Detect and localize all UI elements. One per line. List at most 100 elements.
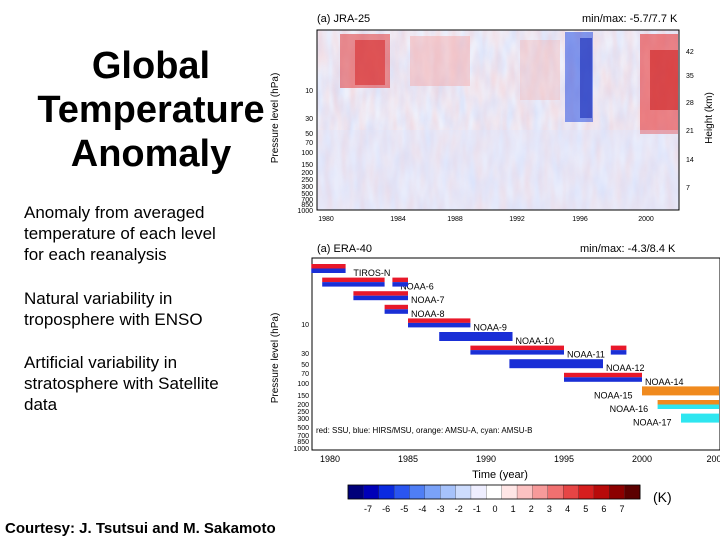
y-tick: 50 <box>301 362 309 369</box>
top-right-ticks: 42 35 28 21 14 7 <box>686 49 694 192</box>
y-tick: 500 <box>297 425 309 432</box>
colorbar-cell <box>501 484 518 500</box>
x-tick: 1988 <box>447 216 463 223</box>
colorbar-tick: 0 <box>492 504 497 514</box>
top-right-axis-label: Height (km) <box>704 92 715 144</box>
satellite-bar-ssu <box>610 345 627 351</box>
colorbar-cell <box>624 484 641 500</box>
colorbar: -7 -6 -5 -4 -3 -2 -1 0 1 2 3 4 5 6 7 (K) <box>347 484 672 514</box>
x-tick: 200 <box>706 454 720 464</box>
bullet-line: Artificial variability in <box>24 353 178 372</box>
bullet-line: Natural variability in <box>24 289 173 308</box>
colorbar-tick: -2 <box>455 504 463 514</box>
courtesy-credit: Courtesy: J. Tsutsui and M. Sakamoto <box>5 520 276 537</box>
satellite-bar-hirs <box>408 322 471 328</box>
colorbar-tick: 7 <box>619 504 624 514</box>
satellite-label: NOAA-15 <box>594 390 633 400</box>
y-tick: 1000 <box>293 446 309 453</box>
satellite-bar-ssu <box>353 291 408 296</box>
colorbar-cell <box>563 484 579 500</box>
y-tick: 300 <box>297 416 309 423</box>
satellite-bar-amsua <box>642 386 719 396</box>
colorbar-tick: 3 <box>547 504 552 514</box>
bullet-line: temperature of each level <box>24 224 216 243</box>
satellite-bar-hirs <box>470 350 564 355</box>
satellite-label: NOAA-17 <box>633 418 672 428</box>
x-tick: 2000 <box>638 216 654 223</box>
y-tick: 100 <box>297 381 309 388</box>
colorbar-ticks: -7 -6 -5 -4 -3 -2 -1 0 1 2 3 4 5 6 7 <box>364 504 625 514</box>
colorbar-cell <box>578 484 595 500</box>
satellite-label: TIROS-N <box>353 268 390 278</box>
slide-title: Global Temperature Anomaly <box>10 44 292 176</box>
x-tick: 2000 <box>632 454 652 464</box>
satellite-bar-ssu <box>564 372 642 378</box>
title-line-1: Global <box>91 45 211 87</box>
satellite-bar-hirs <box>509 359 603 369</box>
x-tick: 1990 <box>476 454 496 464</box>
satellite-label: NOAA-12 <box>606 363 645 373</box>
satellite-bar-hirs <box>322 282 385 287</box>
y-tick: 70 <box>305 140 313 147</box>
top-y-axis-label: Pressure level (hPa) <box>270 73 281 164</box>
satellite-bar-ssu <box>384 304 408 310</box>
y-tick: 100 <box>301 150 313 157</box>
colorbar-cell <box>547 484 564 500</box>
satellite-bar-hirs <box>353 295 408 301</box>
colorbar-cell <box>378 484 395 500</box>
colorbar-tick: 6 <box>601 504 606 514</box>
satellite-label: NOAA-8 <box>411 309 445 319</box>
height-tick: 42 <box>686 49 694 56</box>
y-tick: 250 <box>301 177 313 184</box>
colorbar-cell <box>609 484 626 500</box>
x-tick: 1995 <box>554 454 574 464</box>
bottom-y-axis-label: Pressure level (hPa) <box>270 313 281 404</box>
y-tick: 850 <box>297 439 309 446</box>
top-heatmap <box>316 29 680 211</box>
colorbar-cell <box>363 484 380 500</box>
satellite-bar-ssu <box>322 277 385 283</box>
satellite-bar-ssu <box>392 277 408 283</box>
bottom-panel-minmax: min/max: -4.3/8.4 K <box>580 243 676 255</box>
bullet-line: troposphere with ENSO <box>24 310 203 329</box>
satellite-label: NOAA-9 <box>473 322 507 332</box>
y-tick: 300 <box>301 184 313 191</box>
colorbar-tick: 5 <box>583 504 588 514</box>
title-line-2: Temperature <box>37 89 265 131</box>
colorbar-frame <box>347 484 641 500</box>
colorbar-cell <box>455 484 472 500</box>
satellite-label: NOAA-10 <box>516 336 555 346</box>
y-tick: 70 <box>301 371 309 378</box>
colorbar-cell <box>440 484 457 500</box>
colorbar-cell <box>486 484 503 500</box>
satellite-label: NOAA-11 <box>567 350 605 360</box>
y-tick: 500 <box>301 191 313 198</box>
colorbar-tick: -3 <box>437 504 445 514</box>
x-tick: 1992 <box>509 216 525 223</box>
x-tick: 1980 <box>318 216 334 223</box>
bottom-panel: (a) ERA-40 min/max: -4.3/8.4 K Pressure … <box>270 243 720 481</box>
colorbar-tick: -6 <box>382 504 390 514</box>
height-tick: 35 <box>686 73 694 80</box>
bottom-x-ticks: 1980 1985 1990 1995 2000 200 <box>320 454 720 464</box>
y-tick: 850 <box>301 202 313 209</box>
satellite-bars: TIROS-N NOAA-6 NOAA-7 NOAA-8 NOAA-9 NOAA-10 NO… <box>311 264 719 428</box>
colorbar-cells <box>347 484 641 500</box>
bullet-anomaly: Anomaly from averaged temperature of eac… <box>24 202 274 265</box>
colorbar-cell <box>409 484 426 500</box>
satellite-label: NOAA-7 <box>411 295 445 305</box>
height-tick: 28 <box>686 100 694 107</box>
bullet-natural: Natural variability in troposphere with … <box>24 288 274 330</box>
satellite-label: NOAA-14 <box>645 377 684 387</box>
bullet-line: stratosphere with Satellite <box>24 374 219 393</box>
colorbar-cell <box>593 484 610 500</box>
colorbar-tick: -7 <box>364 504 372 514</box>
y-tick: 250 <box>297 409 309 416</box>
satellite-label: NOAA-6 <box>400 282 434 292</box>
satellite-bar-hirs <box>439 332 513 341</box>
satellite-bar-ssu <box>311 264 346 269</box>
x-tick: 1984 <box>390 216 406 223</box>
y-tick: 200 <box>301 170 313 177</box>
colorbar-cell <box>532 484 549 500</box>
